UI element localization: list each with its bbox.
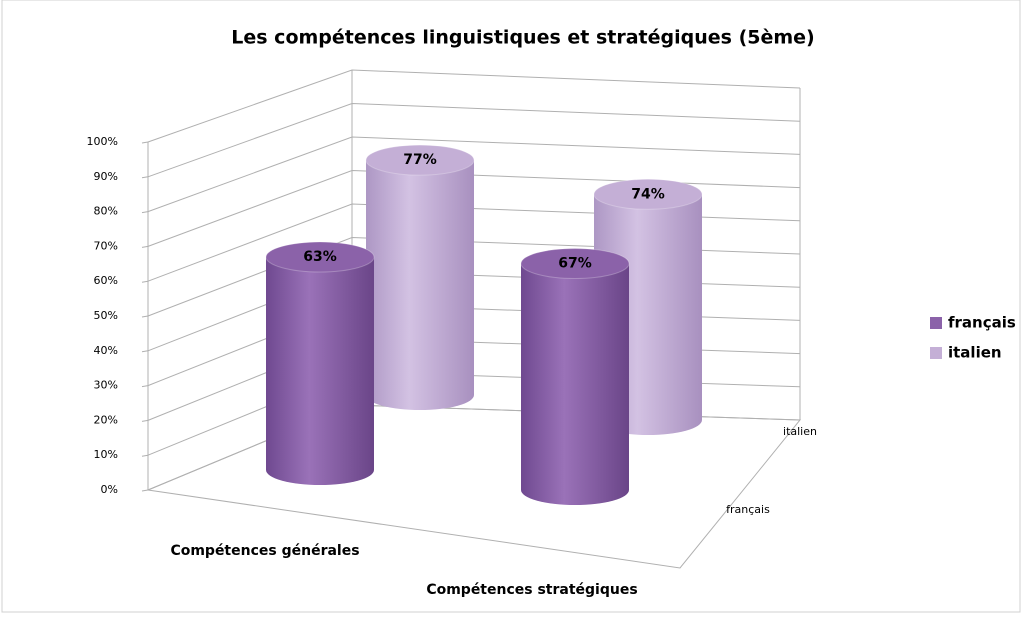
grid-line	[147, 102, 801, 178]
tick-mark	[141, 454, 149, 457]
y-tick-label: 30%	[94, 379, 118, 392]
y-tick-label: 20%	[94, 413, 118, 426]
y-tick-label: 10%	[94, 448, 118, 461]
y-tick-label: 50%	[94, 309, 118, 322]
bar-body	[266, 257, 374, 485]
tick-mark	[141, 176, 149, 179]
y-tick-label: 0%	[101, 483, 118, 496]
tick-mark	[141, 489, 149, 492]
legend-label: français	[948, 314, 1016, 332]
grid-line	[147, 404, 801, 491]
bar: 63%	[265, 241, 375, 485]
tick-mark	[141, 280, 149, 283]
legend-swatch	[930, 317, 942, 329]
grid-line	[147, 136, 801, 213]
tick-mark	[141, 141, 149, 144]
bar-top	[265, 241, 375, 273]
chart-title: Les compétences linguistiques et stratég…	[231, 27, 814, 49]
y-tick-label: 40%	[94, 344, 118, 357]
y-tick-label: 60%	[94, 274, 118, 287]
tick-mark	[141, 350, 149, 353]
bar-top	[365, 144, 475, 176]
tick-mark	[141, 211, 149, 214]
bar: 67%	[520, 248, 630, 505]
y-tick-label: 100%	[87, 135, 118, 148]
data-label: 67%	[558, 256, 592, 272]
x-tick-label: Compétences générales	[170, 543, 359, 559]
tick-mark	[141, 315, 149, 318]
bar-top	[593, 178, 703, 210]
data-label: 63%	[303, 249, 337, 265]
bar-body	[366, 160, 474, 410]
y-tick-label: 90%	[94, 170, 118, 183]
bar: 77%	[365, 144, 475, 410]
data-label: 77%	[403, 152, 437, 168]
legend-swatch	[930, 347, 942, 359]
tick-mark	[141, 245, 149, 248]
tick-mark	[141, 419, 149, 422]
z-tick-label: italien	[783, 425, 817, 438]
z-tick-label: français	[726, 503, 770, 516]
bar-top	[520, 248, 630, 280]
y-tick-label: 70%	[94, 239, 118, 252]
data-label: 74%	[631, 186, 665, 202]
bar-body	[521, 263, 629, 505]
grid-line	[147, 69, 801, 143]
legend-label: italien	[948, 344, 1002, 362]
x-tick-label: Compétences stratégiques	[426, 582, 637, 598]
y-tick-label: 80%	[94, 205, 118, 218]
tick-mark	[141, 385, 149, 388]
